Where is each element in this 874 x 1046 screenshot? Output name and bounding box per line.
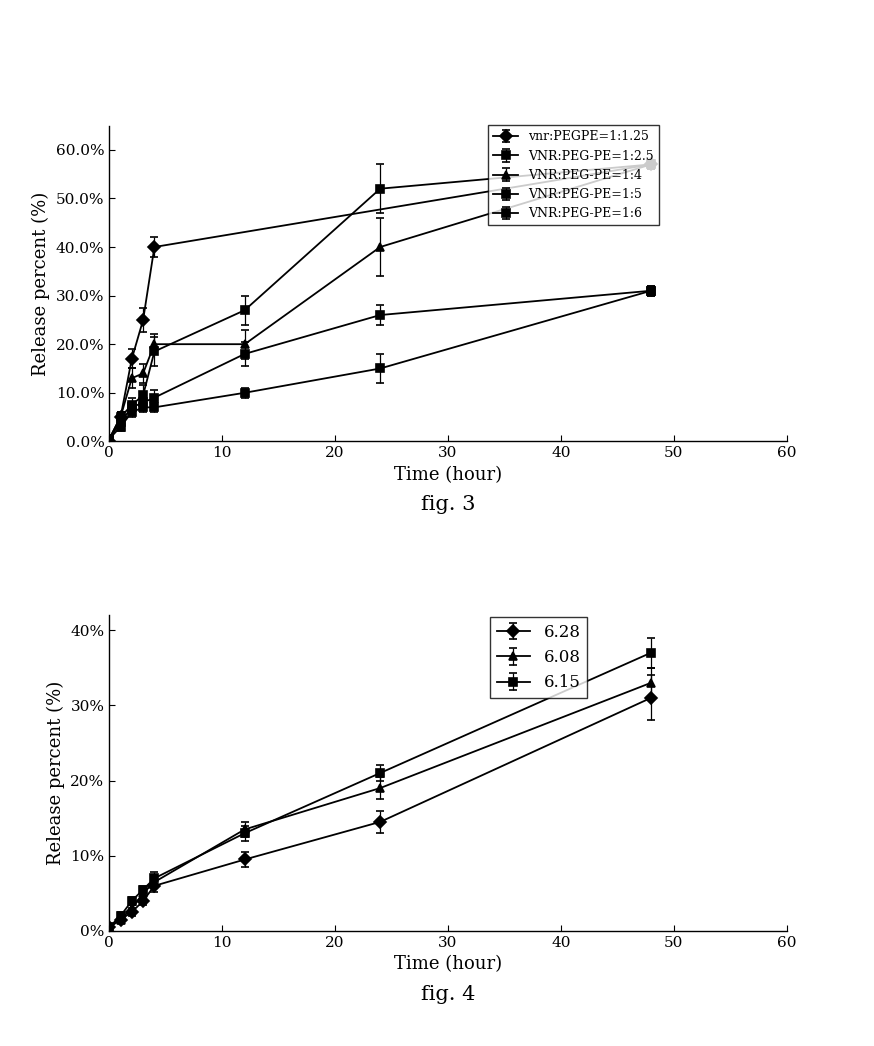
X-axis label: Time (hour): Time (hour) xyxy=(394,955,502,974)
Legend: vnr:PEGPE=1:1.25, VNR:PEG-PE=1:2.5, VNR:PEG-PE=1:4, VNR:PEG-PE=1:5, VNR:PEG-PE=1: vnr:PEGPE=1:1.25, VNR:PEG-PE=1:2.5, VNR:… xyxy=(488,126,659,226)
Y-axis label: Release percent (%): Release percent (%) xyxy=(46,681,65,865)
Y-axis label: Release percent (%): Release percent (%) xyxy=(32,191,50,376)
Legend: 6.28, 6.08, 6.15: 6.28, 6.08, 6.15 xyxy=(490,617,587,698)
Text: fig. 4: fig. 4 xyxy=(420,984,475,1003)
Text: fig. 3: fig. 3 xyxy=(420,495,475,514)
X-axis label: Time (hour): Time (hour) xyxy=(394,465,502,484)
